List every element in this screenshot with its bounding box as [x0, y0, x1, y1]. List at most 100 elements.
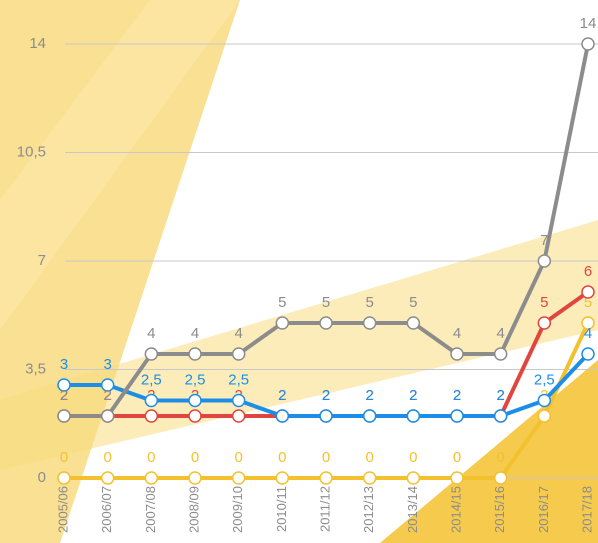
point-marker: [144, 471, 159, 485]
point-marker: [362, 409, 377, 423]
data-label: 14: [580, 15, 597, 32]
point-marker: [581, 285, 595, 299]
data-label: 0: [103, 449, 111, 466]
point-marker: [231, 409, 246, 423]
point-marker: [319, 409, 333, 423]
data-label: 4: [234, 325, 242, 342]
point-marker: [362, 471, 377, 485]
point-marker: [406, 409, 421, 423]
point-marker: [188, 393, 202, 408]
x-tick-label: 2008/09: [186, 486, 201, 533]
data-label: 0: [409, 449, 417, 466]
data-label: 5: [322, 294, 330, 311]
point-marker: [493, 409, 508, 423]
data-label: 5: [365, 294, 373, 311]
data-label: 4: [584, 325, 592, 342]
point-marker: [581, 316, 595, 330]
data-label: 2: [60, 387, 68, 404]
data-label: 0: [234, 449, 242, 466]
data-label: 0: [278, 449, 286, 466]
y-tick-label: 0: [38, 469, 46, 486]
y-tick-label: 3,5: [25, 360, 46, 377]
data-label: 5: [540, 294, 548, 311]
point-marker: [450, 409, 464, 423]
point-marker: [231, 393, 246, 408]
data-label: 2,5: [534, 371, 555, 388]
point-marker: [493, 471, 508, 485]
point-marker: [581, 347, 595, 361]
data-label: 2: [496, 387, 504, 404]
y-tick-label: 14: [29, 35, 46, 52]
point-marker: [100, 471, 115, 485]
data-label: 2: [278, 387, 286, 404]
data-label: 2: [409, 387, 417, 404]
background-band: [0, 0, 240, 330]
x-tick-label: 2011/12: [317, 486, 332, 532]
point-marker: [362, 316, 377, 330]
point-marker: [231, 347, 246, 361]
point-marker: [57, 378, 71, 392]
data-label: 2: [453, 387, 461, 404]
data-label: 7: [540, 232, 548, 249]
point-marker: [188, 409, 202, 423]
data-label: 5: [409, 294, 417, 311]
data-label: 2: [322, 387, 330, 404]
data-label: 0: [147, 449, 155, 466]
x-tick-label: 2009/10: [230, 486, 245, 533]
x-tick-label: 2015/16: [492, 486, 507, 533]
data-label: 2: [409, 387, 417, 404]
data-label: 2,5: [185, 371, 206, 388]
point-marker: [144, 347, 159, 361]
point-marker: [188, 347, 202, 361]
data-label: 2: [60, 387, 68, 404]
point-marker: [275, 316, 290, 330]
point-marker: [406, 471, 421, 485]
point-marker: [319, 471, 333, 485]
y-tick-label: 7: [38, 252, 46, 269]
point-marker: [319, 316, 333, 330]
x-tick-label: 2010/11: [274, 486, 289, 532]
data-label: 0: [191, 449, 199, 466]
point-marker: [57, 471, 71, 485]
data-label: 2: [278, 387, 286, 404]
x-tick-label: 2013/14: [405, 486, 420, 533]
x-tick-label: 2006/07: [99, 486, 114, 533]
data-label: 2: [103, 387, 111, 404]
x-tick-label: 2016/17: [536, 486, 551, 533]
data-label: 0: [60, 449, 68, 466]
x-tick-label: 2005/06: [55, 486, 70, 533]
point-marker: [188, 471, 202, 485]
data-label: 2: [103, 387, 111, 404]
x-tick-label: 2012/13: [361, 486, 376, 533]
data-label: 2: [365, 387, 373, 404]
data-label: 2,5: [141, 371, 162, 388]
point-marker: [57, 409, 71, 423]
data-label: 2: [322, 387, 330, 404]
point-marker: [275, 409, 290, 423]
point-marker: [537, 316, 552, 330]
x-tick-label: 2017/18: [579, 486, 594, 533]
point-marker: [450, 471, 464, 485]
point-marker: [144, 393, 159, 408]
point-marker: [537, 254, 552, 268]
data-label: 6: [584, 263, 592, 280]
point-marker: [537, 393, 552, 408]
data-label: 0: [453, 449, 461, 466]
point-marker: [581, 37, 595, 51]
point-marker: [493, 347, 508, 361]
data-label: 2: [496, 387, 504, 404]
data-label: 3: [60, 356, 68, 373]
x-tick-label: 2014/15: [448, 486, 463, 533]
data-label: 4: [191, 325, 199, 342]
background-band: [0, 220, 598, 470]
data-label: 0: [322, 449, 330, 466]
data-label: 2: [453, 387, 461, 404]
point-marker: [537, 409, 552, 423]
point-marker: [100, 378, 115, 392]
data-label: 3: [103, 356, 111, 373]
point-marker: [144, 409, 159, 423]
point-marker: [450, 347, 464, 361]
data-label: 0: [365, 449, 373, 466]
x-tick-label: 2007/08: [143, 486, 158, 533]
